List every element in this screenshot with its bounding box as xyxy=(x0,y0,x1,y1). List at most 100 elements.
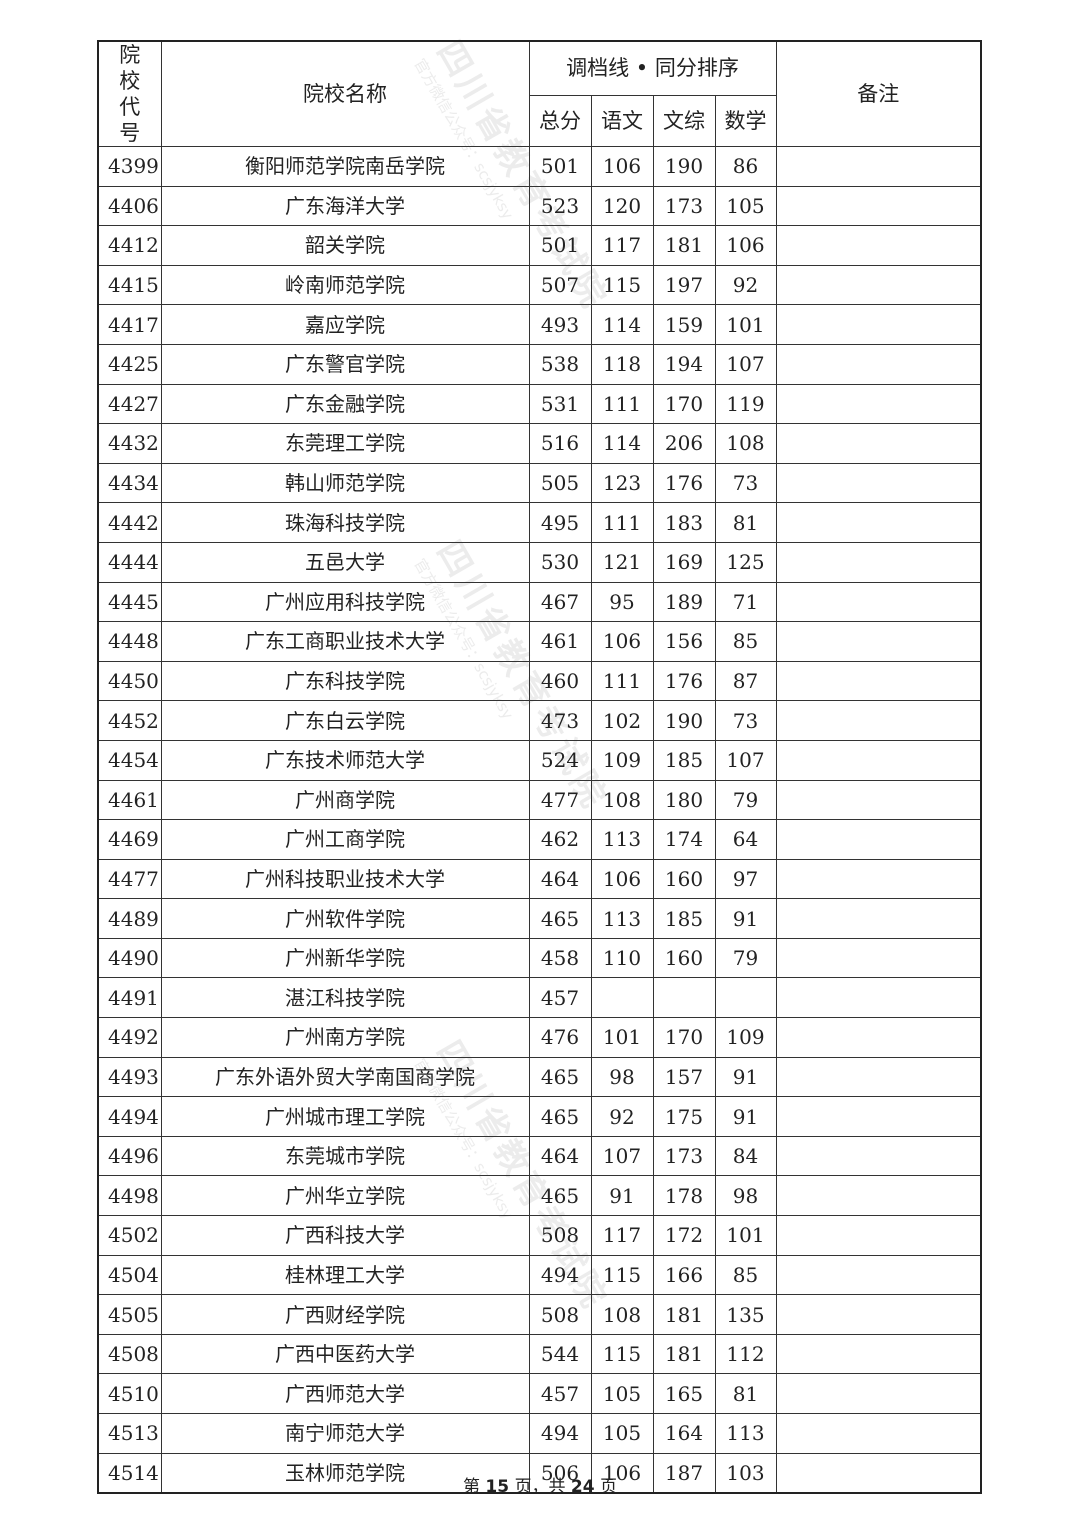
header-notes: 备注 xyxy=(775,40,982,147)
math-cell: 73 xyxy=(714,462,777,504)
notes-cell xyxy=(775,185,982,227)
chinese-cell: 107 xyxy=(590,1135,654,1177)
name-cell: 广东外语外贸大学南国商学院 xyxy=(160,1056,530,1098)
math-cell: 125 xyxy=(714,541,777,583)
total-cell: 495 xyxy=(528,502,592,543)
math-cell: 84 xyxy=(714,1135,777,1177)
total-cell: 460 xyxy=(528,660,592,702)
math-cell: 91 xyxy=(714,1096,777,1137)
name-cell: 广州软件学院 xyxy=(160,898,530,939)
name-cell: 广东警官学院 xyxy=(160,343,530,385)
header-total: 总分 xyxy=(528,94,592,148)
name-cell: 广东海洋大学 xyxy=(160,185,530,227)
total-pages: 24 xyxy=(570,1477,595,1497)
header-math: 数学 xyxy=(714,94,777,148)
chinese-cell: 108 xyxy=(590,1294,654,1335)
name-cell: 广州科技职业技术大学 xyxy=(160,858,530,900)
chinese-cell: 106 xyxy=(590,1452,654,1494)
notes-cell xyxy=(775,1452,982,1494)
table-row: 4406 广东海洋大学 523 120 173 105 xyxy=(97,185,982,227)
notes-cell xyxy=(775,264,982,306)
code-cell: 4489 xyxy=(97,898,162,939)
name-cell: 广西科技大学 xyxy=(160,1215,530,1256)
math-cell: 107 xyxy=(714,343,777,385)
table-row: 4493 广东外语外贸大学南国商学院 465 98 157 91 xyxy=(97,1056,982,1098)
total-cell: 464 xyxy=(528,858,592,900)
chinese-cell: 95 xyxy=(590,581,654,623)
name-cell: 广州城市理工学院 xyxy=(160,1096,530,1137)
wenzong-cell: 180 xyxy=(652,779,716,821)
chinese-cell: 120 xyxy=(590,185,654,227)
code-cell: 4502 xyxy=(97,1215,162,1256)
math-cell: 92 xyxy=(714,264,777,306)
code-cell: 4493 xyxy=(97,1056,162,1098)
math-cell: 101 xyxy=(714,304,777,345)
table-row: 4425 广东警官学院 538 118 194 107 xyxy=(97,343,982,385)
table-row: 4442 珠海科技学院 495 111 183 81 xyxy=(97,502,982,543)
total-cell: 476 xyxy=(528,1017,592,1058)
table-row: 4415 岭南师范学院 507 115 197 92 xyxy=(97,264,982,306)
math-cell: 85 xyxy=(714,1254,777,1296)
notes-cell xyxy=(775,1017,982,1058)
math-cell: 91 xyxy=(714,898,777,939)
table-row: 4461 广州商学院 477 108 180 79 xyxy=(97,779,982,821)
notes-cell xyxy=(775,146,982,187)
footer-middle: 页，共 xyxy=(514,1477,566,1497)
chinese-cell: 117 xyxy=(590,1215,654,1256)
chinese-cell: 106 xyxy=(590,621,654,662)
current-page: 15 xyxy=(485,1477,510,1497)
notes-cell xyxy=(775,1175,982,1217)
chinese-cell: 92 xyxy=(590,1096,654,1137)
total-cell: 457 xyxy=(528,977,592,1019)
math-cell: 113 xyxy=(714,1413,777,1454)
wenzong-cell: 166 xyxy=(652,1254,716,1296)
wenzong-cell: 189 xyxy=(652,581,716,623)
total-cell: 494 xyxy=(528,1254,592,1296)
total-cell: 516 xyxy=(528,423,592,464)
table-row: 4417 嘉应学院 493 114 159 101 xyxy=(97,304,982,345)
notes-cell xyxy=(775,581,982,623)
notes-cell xyxy=(775,937,982,979)
notes-cell xyxy=(775,621,982,662)
code-cell: 4494 xyxy=(97,1096,162,1137)
math-cell xyxy=(714,977,777,1019)
chinese-cell: 115 xyxy=(590,1333,654,1375)
wenzong-cell: 160 xyxy=(652,937,716,979)
table-row: 4399 衡阳师范学院南岳学院 501 106 190 86 xyxy=(97,146,982,187)
table-row: 4477 广州科技职业技术大学 464 106 160 97 xyxy=(97,858,982,900)
code-cell: 4406 xyxy=(97,185,162,227)
notes-cell xyxy=(775,462,982,504)
table-row: 4432 东莞理工学院 516 114 206 108 xyxy=(97,423,982,464)
wenzong-cell: 183 xyxy=(652,502,716,543)
wenzong-cell: 181 xyxy=(652,1294,716,1335)
total-cell: 462 xyxy=(528,819,592,860)
name-cell: 衡阳师范学院南岳学院 xyxy=(160,146,530,187)
total-cell: 505 xyxy=(528,462,592,504)
chinese-cell: 110 xyxy=(590,937,654,979)
wenzong-cell: 181 xyxy=(652,225,716,266)
name-cell: 玉林师范学院 xyxy=(160,1452,530,1494)
notes-cell xyxy=(775,739,982,781)
table-row: 4427 广东金融学院 531 111 170 119 xyxy=(97,383,982,425)
notes-cell xyxy=(775,1215,982,1256)
code-cell: 4415 xyxy=(97,264,162,306)
chinese-cell xyxy=(590,977,654,1019)
wenzong-cell xyxy=(652,977,716,1019)
wenzong-cell: 176 xyxy=(652,660,716,702)
wenzong-cell: 160 xyxy=(652,858,716,900)
chinese-cell: 98 xyxy=(590,1056,654,1098)
table-row: 4496 东莞城市学院 464 107 173 84 xyxy=(97,1135,982,1177)
math-cell: 112 xyxy=(714,1333,777,1375)
math-cell: 135 xyxy=(714,1294,777,1335)
code-cell: 4425 xyxy=(97,343,162,385)
code-cell: 4399 xyxy=(97,146,162,187)
table-row: 4444 五邑大学 530 121 169 125 xyxy=(97,541,982,583)
code-cell: 4454 xyxy=(97,739,162,781)
math-cell: 101 xyxy=(714,1215,777,1256)
chinese-cell: 91 xyxy=(590,1175,654,1217)
chinese-cell: 101 xyxy=(590,1017,654,1058)
name-cell: 嘉应学院 xyxy=(160,304,530,345)
chinese-cell: 113 xyxy=(590,898,654,939)
chinese-cell: 114 xyxy=(590,423,654,464)
chinese-cell: 106 xyxy=(590,146,654,187)
